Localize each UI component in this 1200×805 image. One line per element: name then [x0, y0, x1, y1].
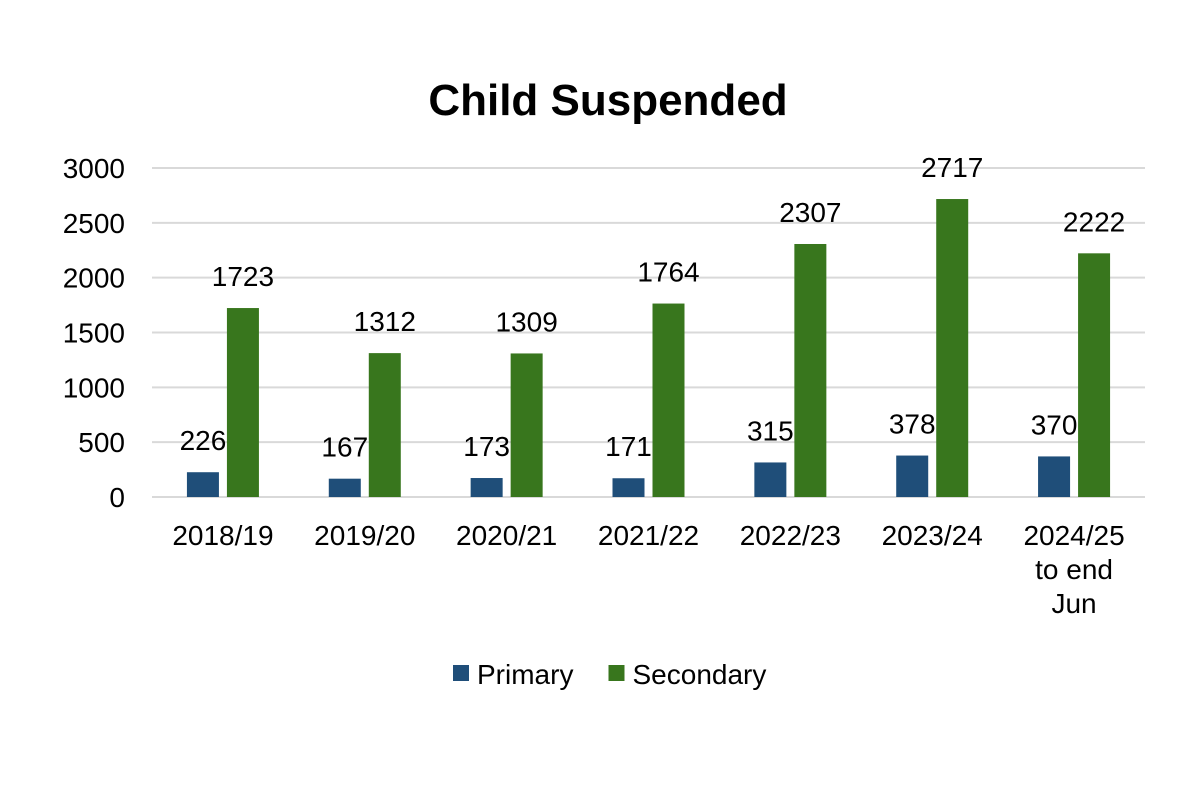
- bars: [186, 199, 1111, 498]
- primary-bar: [612, 478, 645, 497]
- secondary-data-label: 1723: [212, 261, 274, 292]
- secondary-data-label: 2717: [921, 152, 983, 183]
- primary-data-label: 226: [180, 425, 227, 456]
- primary-bar: [328, 478, 361, 497]
- x-category-label: 2023/24: [882, 520, 983, 551]
- secondary-data-label: 1312: [354, 306, 416, 337]
- primary-legend-label: Primary: [477, 659, 573, 690]
- primary-bar: [754, 462, 787, 497]
- y-tick-label: 3000: [63, 153, 125, 184]
- secondary-legend-swatch: [608, 665, 625, 681]
- primary-data-label: 315: [747, 415, 794, 446]
- x-category-label: 2018/19: [172, 520, 273, 551]
- y-tick-label: 2500: [63, 208, 125, 239]
- primary-data-label: 378: [889, 409, 936, 440]
- primary-data-label: 370: [1031, 409, 1078, 440]
- secondary-bar: [936, 199, 969, 498]
- y-tick-label: 1500: [63, 318, 125, 349]
- secondary-bar: [368, 353, 401, 497]
- secondary-bar: [652, 303, 685, 497]
- primary-bar: [186, 472, 219, 497]
- chart-title: Child Suspended: [428, 76, 787, 125]
- y-tick-label: 1000: [63, 372, 125, 403]
- y-tick-label: 500: [78, 427, 125, 458]
- legend: Primary Secondary: [453, 659, 766, 690]
- gridlines: [152, 167, 1145, 498]
- primary-bar: [470, 478, 503, 497]
- secondary-bar: [226, 308, 259, 497]
- x-category-label: Jun: [1051, 588, 1096, 619]
- x-category-label: 2024/25: [1023, 520, 1124, 551]
- secondary-bar: [510, 353, 543, 497]
- x-category-label: 2019/20: [314, 520, 415, 551]
- x-category-label: 2021/22: [598, 520, 699, 551]
- y-tick-label: 2000: [63, 263, 125, 294]
- x-category-label: 2022/23: [740, 520, 841, 551]
- secondary-data-label: 2307: [779, 197, 841, 228]
- secondary-bar: [794, 243, 827, 497]
- x-category-label: 2020/21: [456, 520, 557, 551]
- secondary-data-label: 2222: [1063, 206, 1125, 237]
- primary-bar: [1038, 456, 1071, 497]
- primary-legend-swatch: [453, 665, 469, 681]
- primary-bar: [896, 455, 929, 497]
- y-axis-ticks: 0 500 1000 1500 2000 2500 3000: [63, 153, 125, 513]
- data-labels: 226 1723 167 1312 173 1309 171 1764 315 2307 378 27…: [180, 152, 1126, 463]
- secondary-bar: [1078, 253, 1111, 497]
- primary-data-label: 173: [463, 431, 510, 462]
- primary-data-label: 167: [321, 432, 368, 463]
- secondary-data-label: 1764: [637, 257, 699, 288]
- secondary-data-label: 1309: [495, 306, 557, 337]
- y-tick-label: 0: [109, 482, 125, 513]
- primary-data-label: 171: [605, 431, 652, 462]
- x-axis-categories: 2018/19 2019/20 2020/21 2021/22 2022/23 2023/…: [172, 520, 1124, 619]
- x-category-label: to end: [1035, 554, 1113, 585]
- secondary-legend-label: Secondary: [633, 659, 767, 690]
